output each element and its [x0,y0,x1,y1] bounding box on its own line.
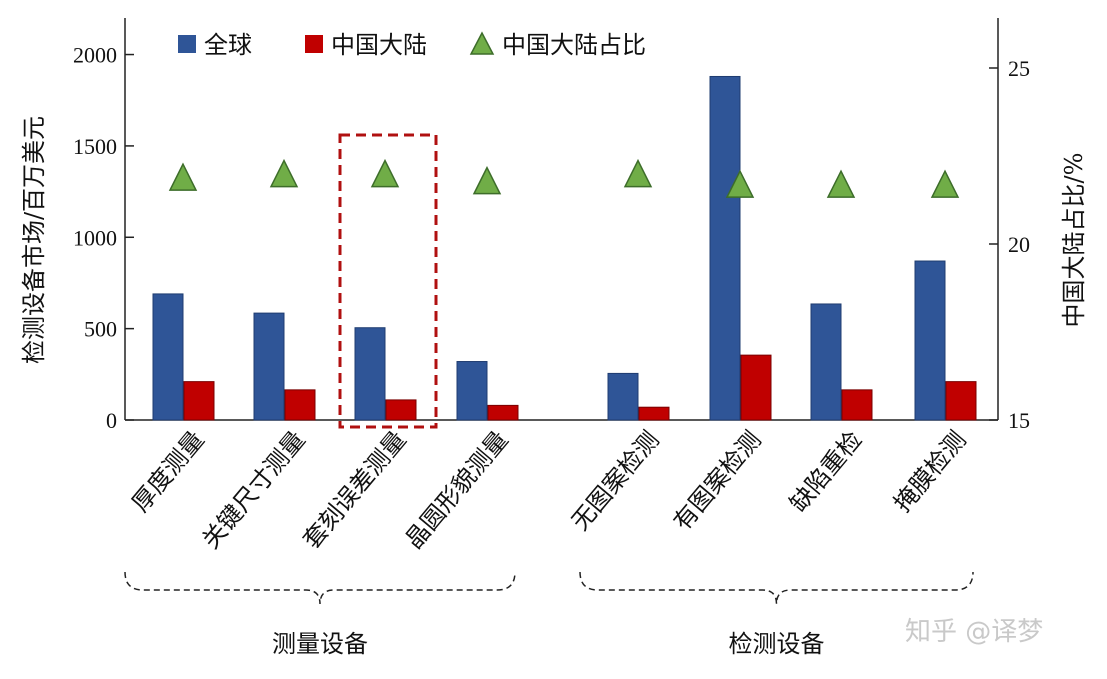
watermark: 知乎 @译梦 [905,617,1043,647]
legend-label-global: 全球 [204,31,252,59]
legend-swatch-china [305,35,323,53]
bar-global [810,303,842,421]
category-label: 厚度测量 [126,426,209,518]
left-tick-label: 0 [106,408,117,433]
bar-china [183,381,215,421]
bar-china [487,404,519,421]
legend-label-ratio: 中国大陆占比 [502,31,646,59]
group-braces: 测量设备 检测设备 [124,571,974,658]
bar-china [385,399,417,421]
bar-global [456,361,488,421]
category-label: 关键尺寸测量 [197,426,311,554]
bar-china [638,406,670,421]
ratio-marker [168,162,198,191]
right-axis-title: 中国大陆占比/% [1060,153,1088,328]
category-label: 缺陷重检 [784,426,867,518]
left-tick-label: 1000 [73,225,117,250]
bar-china [945,381,977,421]
legend: 全球 中国大陆 中国大陆占比 [178,31,646,59]
bar-china [284,389,316,421]
legend-label-china: 中国大陆 [331,31,427,59]
legend-marker-ratio [469,31,495,55]
left-tick-label: 1500 [73,134,117,159]
group-brace [124,571,516,605]
right-tick-label: 20 [1008,232,1030,257]
ticks: 0 500 1000 1500 2000 15 20 25 [73,43,1030,433]
left-tick-label: 500 [84,317,117,342]
bar-global [354,327,386,421]
ratio-marker [930,169,960,198]
bar-global [709,75,741,421]
group-label: 测量设备 [272,630,368,658]
ratio-marker [826,169,856,198]
legend-swatch-global [178,35,196,53]
category-label: 无图案检测 [566,426,665,536]
ratio-marker [623,158,653,188]
category-label: 晶圆形貌测量 [400,426,514,554]
left-axis-title: 检测设备市场/百万美元 [20,116,48,364]
right-tick-label: 15 [1008,408,1030,433]
highlight-dashed-box [338,133,438,429]
bar-global [152,293,184,421]
left-tick-label: 2000 [73,43,117,68]
bar-china [841,389,873,421]
markers [168,158,960,198]
ratio-marker [472,165,502,195]
ratio-marker [725,169,755,198]
right-tick-label: 25 [1008,56,1030,81]
bar-china [740,354,772,421]
bar-global [253,312,285,421]
bar-global [607,372,639,421]
bars [152,75,977,429]
ratio-marker [269,158,299,188]
bar-global [914,260,946,421]
group-label: 检测设备 [729,630,825,658]
category-label: 掩膜检测 [888,426,971,518]
category-label: 套刻误差测量 [298,426,412,554]
ratio-marker [370,158,400,188]
category-label: 有图案检测 [668,426,767,536]
group-brace [579,571,974,605]
